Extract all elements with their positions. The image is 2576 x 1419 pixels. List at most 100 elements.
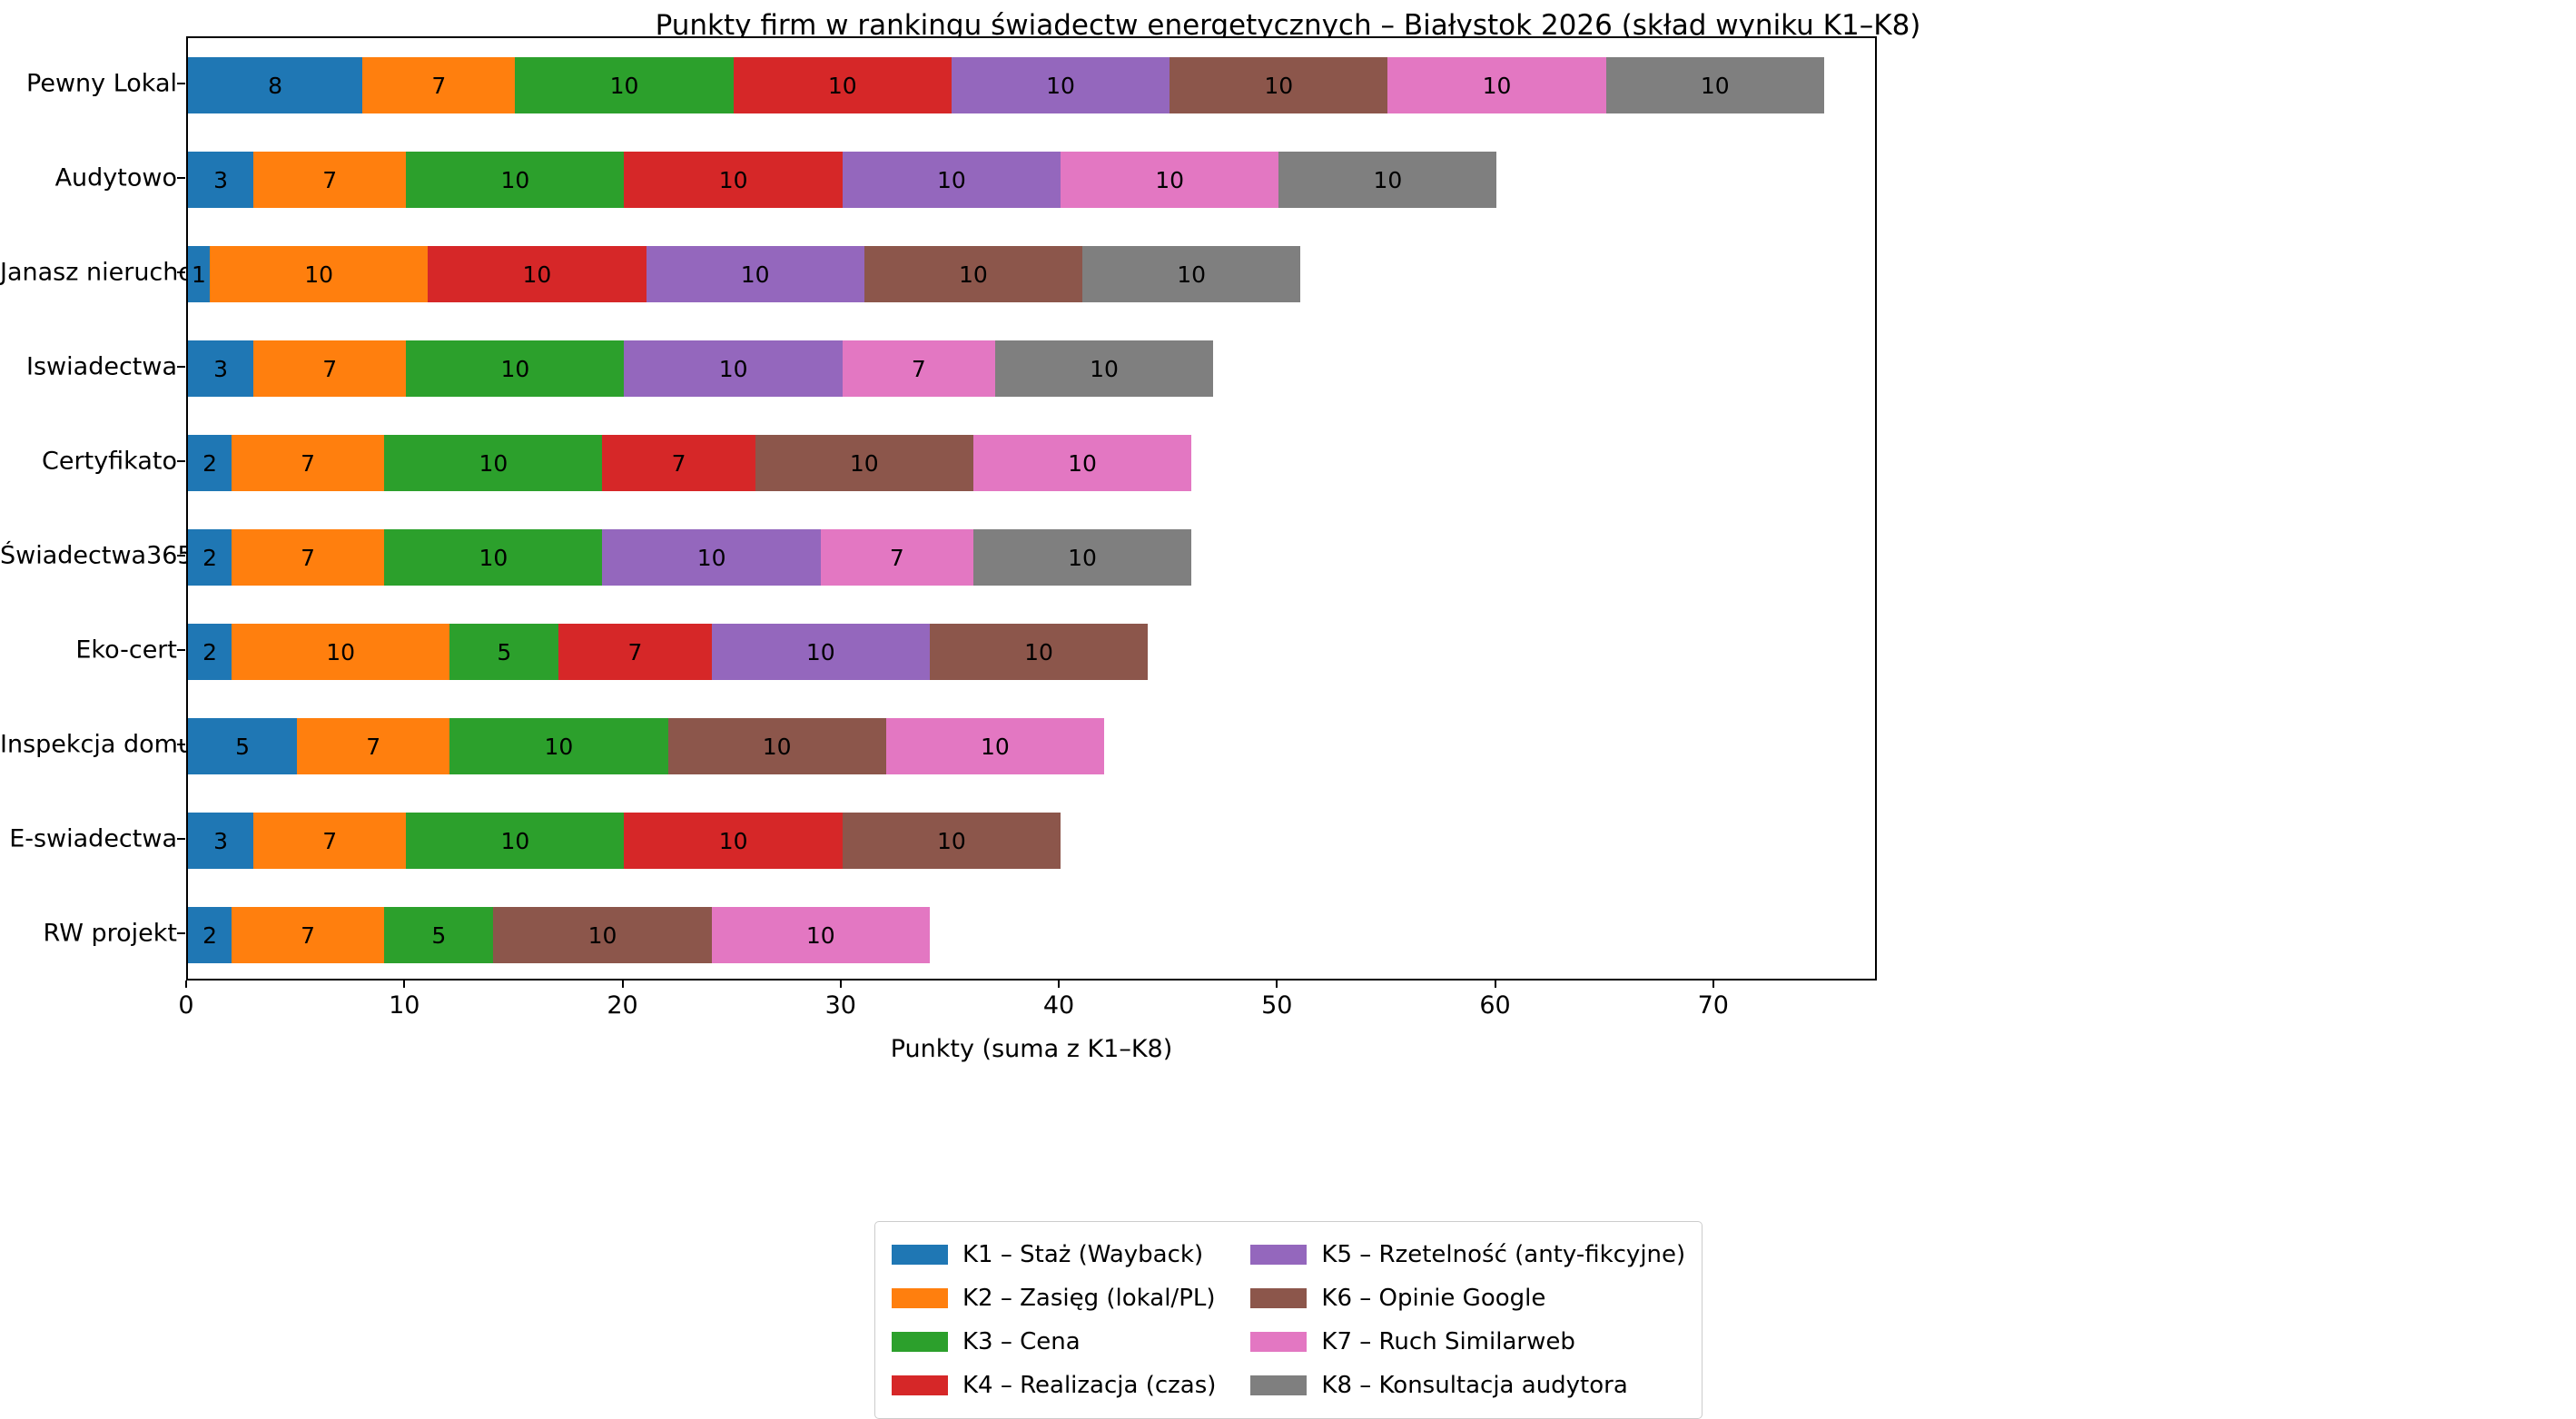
bar-segment[interactable]: 7 (820, 529, 973, 586)
bar-segment[interactable]: 8 (188, 57, 363, 113)
bar-segment[interactable]: 10 (1278, 152, 1497, 208)
bar-segment[interactable]: 10 (842, 152, 1061, 208)
bar-segment[interactable]: 3 (188, 813, 254, 869)
bar-segment-value: 10 (936, 166, 966, 193)
y-axis-tick-labels: Pewny Lokal Audytowo Janasz nieruchomości I… (0, 36, 265, 980)
y-axis-tick-mark (177, 744, 185, 746)
legend-entry[interactable]: K1 – Staż (Wayback) (892, 1235, 1216, 1275)
bar-segment[interactable]: 7 (253, 340, 407, 397)
bar-segment-value: 10 (479, 544, 508, 571)
y-axis-tick-label: Świadectwa365 (0, 541, 193, 570)
bar-segment[interactable]: 10 (1170, 57, 1388, 113)
legend-entry[interactable]: K7 – Ruch Similarweb (1250, 1322, 1685, 1362)
x-axis-tick-mark (1276, 980, 1278, 988)
bar-segment[interactable]: 10 (406, 813, 625, 869)
bar-segment[interactable]: 10 (667, 718, 886, 774)
bar-segment[interactable]: 2 (188, 624, 232, 680)
x-axis-tick-mark (1712, 980, 1714, 988)
legend-entry[interactable]: K5 – Rzetelność (anty-fikcyjne) (1250, 1235, 1685, 1275)
bar-segment[interactable]: 10 (210, 246, 429, 302)
legend-entry[interactable]: K8 – Konsultacja audytora (1250, 1365, 1685, 1405)
y-axis-tick-label: Certyfikato (42, 447, 177, 476)
bar-segment[interactable]: 2 (188, 907, 232, 963)
bar-segment[interactable]: 5 (449, 624, 559, 680)
legend-label: K1 – Staż (Wayback) (962, 1241, 1204, 1268)
bar-segment[interactable]: 10 (449, 718, 668, 774)
bar-segment[interactable]: 10 (384, 529, 603, 586)
bar-segment[interactable]: 10 (929, 624, 1149, 680)
bar-segment[interactable]: 10 (711, 624, 930, 680)
bar-segment[interactable]: 10 (624, 152, 843, 208)
bar-segment-value: 10 (326, 638, 356, 665)
bar-segment[interactable]: 7 (232, 529, 385, 586)
bar-segment[interactable]: 10 (842, 813, 1061, 869)
bar-segment-value: 10 (740, 261, 770, 288)
bar-segment[interactable]: 10 (232, 624, 450, 680)
bar-segment[interactable]: 10 (733, 57, 952, 113)
bar-segment-value: 10 (1090, 355, 1119, 382)
x-axis-tick-mark (1058, 980, 1061, 988)
bar-segment[interactable]: 10 (755, 435, 973, 491)
bar-segment-value: 7 (322, 355, 338, 382)
x-axis-tick-mark (403, 980, 406, 988)
bar-segment[interactable]: 10 (624, 340, 843, 397)
bar-segment[interactable]: 10 (711, 907, 930, 963)
bar-segment[interactable]: 7 (253, 152, 407, 208)
bar-segment[interactable]: 10 (406, 152, 625, 208)
bar-segment-value: 10 (827, 72, 857, 99)
legend-entry[interactable]: K6 – Opinie Google (1250, 1278, 1685, 1318)
bar-segment[interactable]: 10 (1082, 246, 1301, 302)
bar-segment[interactable]: 3 (188, 340, 254, 397)
bar-row: 1 10 10 10 10 10 (188, 246, 1301, 302)
bar-segment[interactable]: 10 (972, 529, 1192, 586)
y-axis-tick-label: Pewny Lokal (26, 69, 177, 98)
bar-segment-value: 7 (301, 449, 316, 477)
bar-segment[interactable]: 10 (1060, 152, 1279, 208)
bar-segment[interactable]: 1 (188, 246, 211, 302)
bar-segment[interactable]: 7 (297, 718, 450, 774)
bar-segment[interactable]: 10 (972, 435, 1192, 491)
bar-row: 8 7 10 10 10 10 10 10 (188, 57, 1824, 113)
bar-segment-value: 2 (202, 638, 217, 665)
bar-segment[interactable]: 10 (493, 907, 712, 963)
bar-segment[interactable]: 10 (602, 529, 821, 586)
bar-segment[interactable]: 10 (515, 57, 734, 113)
legend-entry[interactable]: K3 – Cena (892, 1322, 1216, 1362)
bar-segment[interactable]: 7 (232, 435, 385, 491)
legend-label: K6 – Opinie Google (1321, 1285, 1546, 1312)
bar-segment[interactable]: 10 (646, 246, 864, 302)
legend-color-swatch (1250, 1375, 1308, 1395)
y-axis-tick-label: RW projekt (43, 919, 177, 948)
bar-segment[interactable]: 5 (188, 718, 298, 774)
bar-segment[interactable]: 2 (188, 435, 232, 491)
y-axis-tick-label: Eko-cert (75, 636, 177, 665)
bar-segment[interactable]: 7 (253, 813, 407, 869)
bar-segment[interactable]: 7 (362, 57, 516, 113)
bar-segment-value: 7 (911, 355, 926, 382)
bar-segment[interactable]: 2 (188, 529, 232, 586)
bar-segment[interactable]: 10 (864, 246, 1083, 302)
bar-segment[interactable]: 10 (885, 718, 1105, 774)
bar-segment-value: 7 (671, 449, 686, 477)
bar-segment[interactable]: 10 (406, 340, 625, 397)
bar-segment[interactable]: 7 (232, 907, 385, 963)
bar-segment[interactable]: 3 (188, 152, 254, 208)
legend-entry[interactable]: K2 – Zasięg (lokal/PL) (892, 1278, 1216, 1318)
bar-segment-value: 3 (213, 827, 228, 854)
bar-segment[interactable]: 10 (428, 246, 646, 302)
bar-segment[interactable]: 5 (384, 907, 494, 963)
x-axis-tick-mark (1494, 980, 1496, 988)
y-axis-tick-label: Inspekcja domu (0, 730, 194, 759)
bar-segment[interactable]: 10 (994, 340, 1214, 397)
bar-segment[interactable]: 10 (1605, 57, 1824, 113)
bar-segment[interactable]: 7 (602, 435, 755, 491)
bar-segment[interactable]: 7 (842, 340, 995, 397)
bar-segment[interactable]: 10 (384, 435, 603, 491)
bar-segment[interactable]: 7 (558, 624, 712, 680)
bar-segment-value: 10 (718, 166, 748, 193)
bar-segment[interactable]: 10 (1387, 57, 1606, 113)
legend-entry[interactable]: K4 – Realizacja (czas) (892, 1365, 1216, 1405)
bar-segment[interactable]: 10 (624, 813, 843, 869)
bar-segment[interactable]: 10 (951, 57, 1170, 113)
x-axis-tick-label: 70 (1697, 991, 1729, 1020)
